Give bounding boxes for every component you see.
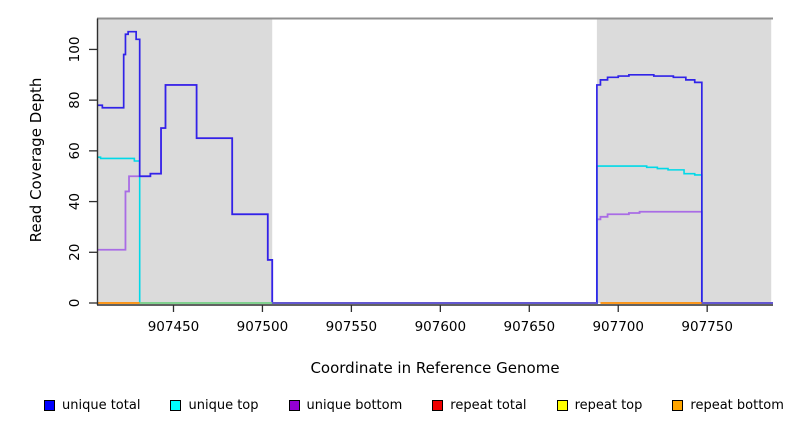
x-axis-label: Coordinate in Reference Genome (310, 359, 560, 377)
legend-label: repeat bottom (690, 398, 784, 413)
legend-swatch-repeat-bottom (672, 400, 684, 411)
legend-item-repeat-total: repeat total (432, 398, 527, 413)
y-tick-label: 40 (67, 193, 83, 210)
y-tick-label: 80 (67, 92, 83, 109)
legend-item-unique-bottom: unique bottom (288, 398, 403, 413)
legend-item-repeat-top: repeat top (556, 398, 643, 413)
x-tick-label: 907700 (592, 319, 644, 335)
legend-item-unique-total: unique total (44, 398, 140, 413)
y-tick-label: 0 (67, 299, 83, 308)
y-tick-label: 100 (67, 37, 83, 63)
x-tick-label: 907550 (326, 319, 378, 335)
legend-swatch-unique-top (170, 400, 182, 411)
x-tick-label: 907750 (681, 319, 733, 335)
x-tick-label: 907650 (504, 319, 556, 335)
legend-item-unique-top: unique top (170, 398, 259, 413)
masked-region (596, 18, 772, 303)
y-tick-label: 60 (67, 142, 83, 159)
y-tick-label: 20 (67, 244, 83, 261)
masked-region (97, 18, 273, 303)
x-tick-label: 907500 (237, 319, 289, 335)
series-unique-total (97, 30, 773, 304)
legend: unique total unique top unique bottom repea… (44, 398, 784, 413)
legend-swatch-unique-total (44, 400, 55, 411)
legend-item-repeat-bottom: repeat bottom (672, 398, 784, 413)
legend-label: repeat top (574, 398, 643, 413)
legend-swatch-repeat-top (556, 400, 568, 411)
legend-label: repeat total (450, 398, 527, 413)
legend-swatch-repeat-total (432, 400, 444, 411)
legend-swatch-unique-bottom (288, 400, 300, 411)
legend-label: unique bottom (306, 398, 403, 413)
series-unique-top (97, 156, 773, 304)
x-tick-label: 907450 (148, 319, 200, 335)
x-tick-label: 907600 (415, 319, 467, 335)
legend-label: unique top (188, 398, 259, 413)
y-axis-label: Read Coverage Depth (27, 77, 45, 243)
legend-label: unique total (62, 398, 141, 413)
